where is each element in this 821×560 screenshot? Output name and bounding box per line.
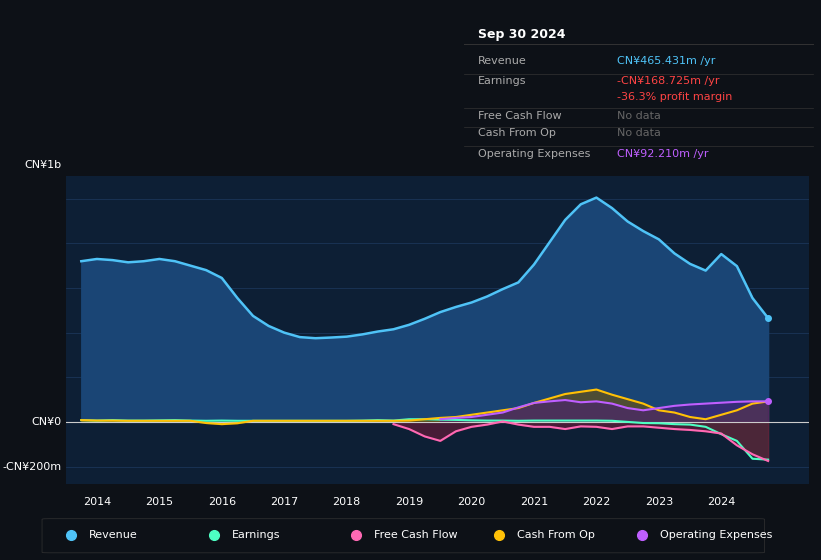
Text: -CN¥168.725m /yr: -CN¥168.725m /yr [617,76,720,86]
Text: No data: No data [617,111,661,121]
Text: -CN¥200m: -CN¥200m [2,461,62,472]
Text: CN¥465.431m /yr: CN¥465.431m /yr [617,57,716,67]
Text: Revenue: Revenue [478,57,526,67]
Text: CN¥92.210m /yr: CN¥92.210m /yr [617,149,709,159]
Text: 2022: 2022 [582,497,611,507]
Text: Free Cash Flow: Free Cash Flow [478,111,562,121]
Text: Cash From Op: Cash From Op [517,530,595,540]
Text: 2021: 2021 [520,497,548,507]
Text: Operating Expenses: Operating Expenses [478,149,590,159]
Text: 2024: 2024 [707,497,736,507]
Text: Free Cash Flow: Free Cash Flow [374,530,458,540]
Text: 2019: 2019 [395,497,423,507]
Text: 2015: 2015 [145,497,173,507]
Text: Operating Expenses: Operating Expenses [660,530,772,540]
Text: No data: No data [617,128,661,138]
Text: 2020: 2020 [457,497,486,507]
Text: 2017: 2017 [270,497,298,507]
FancyBboxPatch shape [42,519,764,553]
Text: CN¥1b: CN¥1b [25,160,62,170]
Text: 2014: 2014 [83,497,111,507]
Text: 2018: 2018 [333,497,360,507]
Text: Sep 30 2024: Sep 30 2024 [478,28,566,41]
Text: Cash From Op: Cash From Op [478,128,556,138]
Text: Earnings: Earnings [478,76,526,86]
Text: Revenue: Revenue [89,530,138,540]
Text: 2023: 2023 [644,497,673,507]
Text: CN¥0: CN¥0 [31,417,62,427]
Text: 2016: 2016 [208,497,236,507]
Text: -36.3% profit margin: -36.3% profit margin [617,92,733,101]
Text: Earnings: Earnings [232,530,280,540]
